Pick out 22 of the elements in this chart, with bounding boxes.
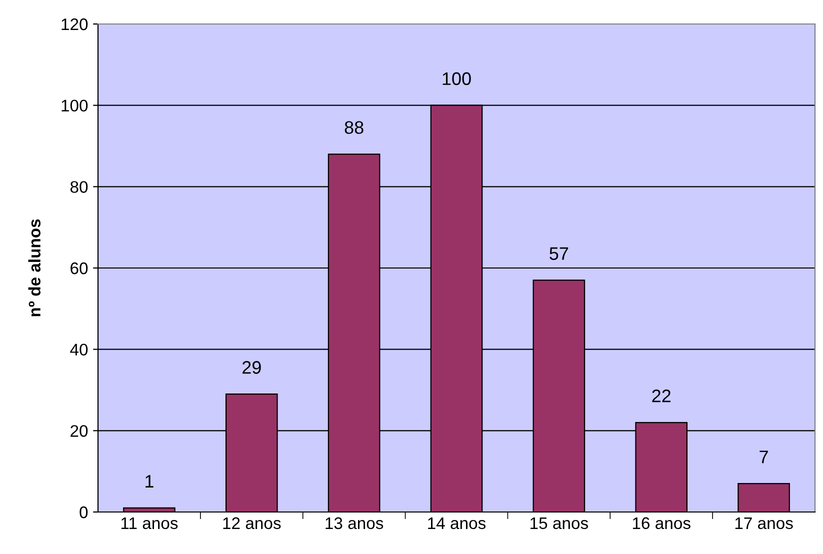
y-tick-label: 20: [70, 425, 88, 437]
x-tick-label: 11 anos: [121, 517, 178, 530]
data-label: 57: [550, 247, 568, 260]
y-tick-label: 0: [80, 506, 88, 518]
x-tick-label: 16 anos: [632, 517, 690, 530]
y-tick-label: 80: [70, 181, 88, 193]
y-tick-label: 60: [70, 262, 88, 274]
data-label: 7: [760, 450, 768, 464]
x-tick-label: 13 anos: [326, 517, 384, 530]
data-label: 100: [442, 72, 471, 86]
x-tick-label: 14 anos: [428, 517, 486, 530]
data-label: 29: [242, 361, 261, 374]
data-label: 88: [344, 121, 364, 134]
x-tick-label: 15 anos: [530, 517, 588, 530]
data-label: 22: [652, 390, 670, 402]
data-label: 1: [146, 475, 154, 488]
x-tick-label: 17 anos: [735, 517, 793, 530]
y-axis-title: nº de alunos: [28, 219, 41, 316]
x-tick-label: 12 anos: [223, 517, 281, 530]
y-tick-label: 40: [70, 344, 88, 356]
y-tick-label: 120: [62, 18, 88, 30]
y-tick-label: 100: [62, 100, 88, 112]
